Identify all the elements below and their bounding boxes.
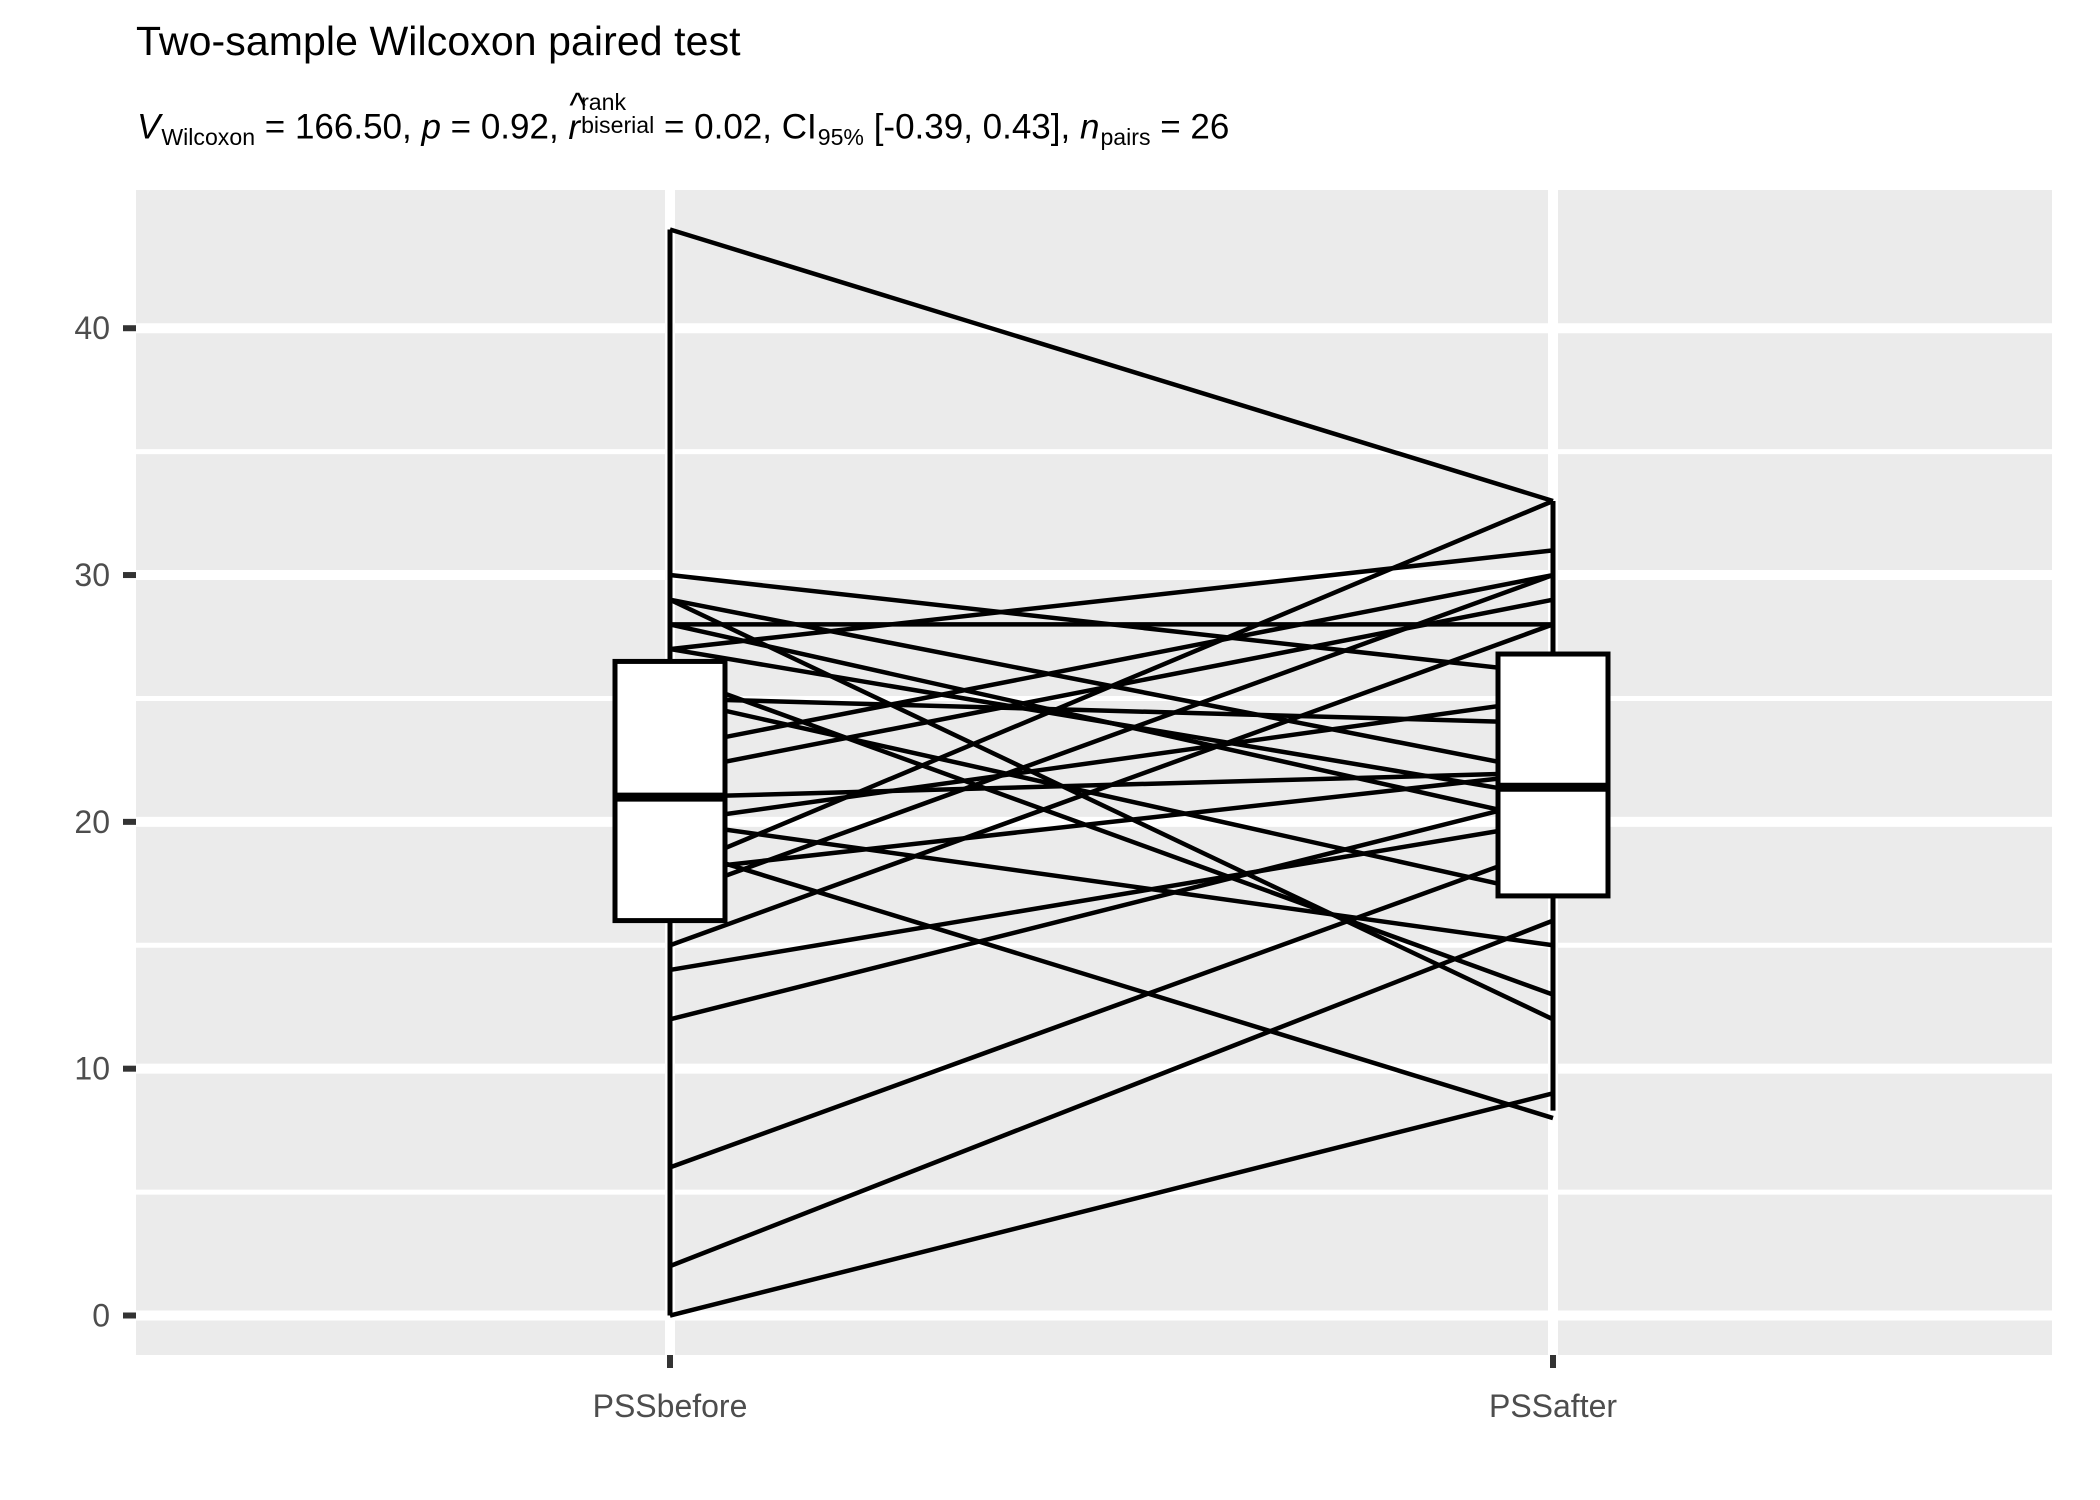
subtitle-v-subscript: Wilcoxon [161,124,256,151]
panel-background [136,190,2052,1355]
y-axis-tick-label: 30 [74,557,110,593]
chart-subtitle-statistics: VWilcoxon = 166.50, p = 0.92, ^ r rank bise… [137,88,1230,151]
subtitle-r-subscript: biserial [581,112,655,139]
subtitle-n-subscript: pairs [1100,124,1151,151]
subtitle-p-symbol: p [421,107,441,147]
subtitle-r-hat: ^ [569,85,586,125]
page-title: Two-sample Wilcoxon paired test [136,18,741,64]
subtitle-r-symbol: r [568,107,581,147]
x-axis-tick-label: PSSafter [1489,1388,1617,1424]
subtitle-n-value: = 26 [1160,107,1230,147]
subtitle-ci-subscript: 95% [817,124,864,151]
subtitle-ci-value: [-0.39, 0.43], [873,107,1071,147]
y-axis: 0 10 20 30 40 [74,310,136,1334]
subtitle-n-symbol: n [1079,107,1100,147]
x-axis-tick-label: PSSbefore [593,1388,748,1424]
subtitle-v-symbol: V [137,107,161,147]
x-axis: PSSbefore PSSafter [593,1355,1617,1424]
gridlines-minor [136,449,2052,1195]
subtitle-p-value: = 0.92, [450,107,559,147]
y-axis-tick-label: 0 [92,1298,110,1334]
paired-slope-lines [669,227,1554,1318]
subtitle-v-value: = 166.50, [264,107,412,147]
subtitle-r-value: = 0.02, [663,107,772,147]
y-axis-tick-label: 10 [74,1051,110,1087]
subtitle-ci-symbol: CI [781,107,817,147]
y-axis-tick-label: 40 [74,310,110,346]
boxplots [612,229,1611,1316]
subtitle-r-affixes: rank biserial [580,88,655,139]
y-axis-tick-label: 20 [74,804,110,840]
panel [136,190,2052,1355]
subtitle-r-superscript: rank [581,88,627,115]
subtitle-r-symbol-group: ^ r [568,88,585,147]
